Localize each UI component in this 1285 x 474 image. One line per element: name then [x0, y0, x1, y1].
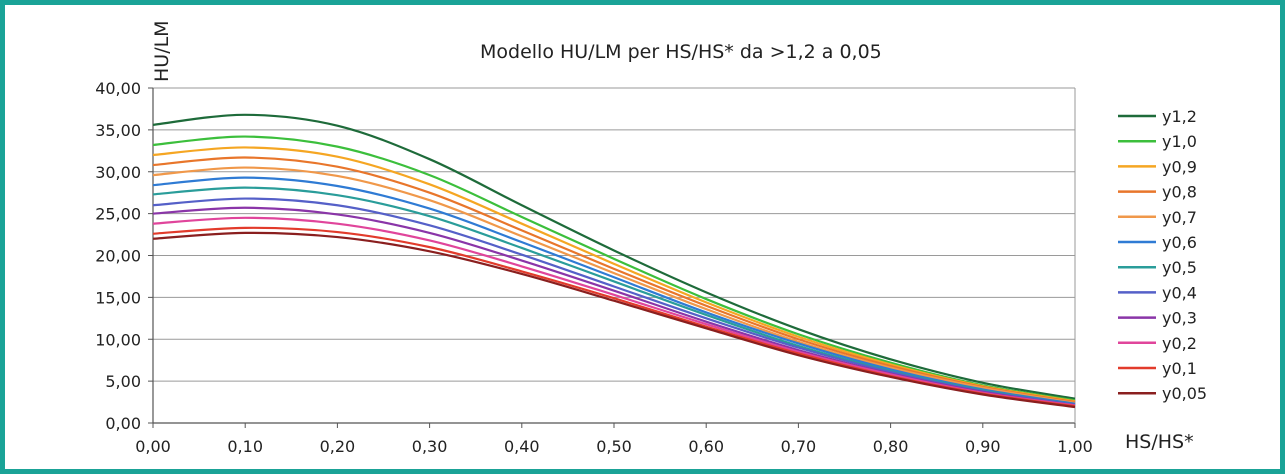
- x-tick-label: 0,50: [596, 437, 632, 456]
- x-tick-label: 0,90: [965, 437, 1001, 456]
- x-axis-label: HS/HS*: [1125, 431, 1194, 453]
- legend-label: y1,2: [1162, 107, 1197, 126]
- x-tick-label: 0,30: [412, 437, 448, 456]
- x-tick-label: 0,70: [781, 437, 817, 456]
- y-tick-label: 15,00: [95, 288, 141, 307]
- x-tick-label: 0,40: [504, 437, 540, 456]
- series-line: [152, 166, 1076, 404]
- legend-label: y0,8: [1162, 183, 1197, 202]
- chart-title: Modello HU/LM per HS/HS* da >1,2 a 0,05: [480, 41, 882, 63]
- x-tick-labels: 0,00 0,10 0,20 0,30 0,40 0,50 0,60 0,70 0,80 0,90…: [135, 437, 1093, 456]
- legend: y1,2 y1,0 y0,9 y0,8 y0,7 y0,6 y0,5 y0,4 y0,3 y0,2…: [1118, 107, 1207, 403]
- series-line: [152, 197, 1076, 406]
- legend-label: y0,3: [1162, 309, 1197, 328]
- x-tick-label: 1,00: [1057, 437, 1093, 456]
- legend-label: y0,5: [1162, 258, 1197, 277]
- x-tick-label: 0,60: [688, 437, 724, 456]
- legend-label: y0,2: [1162, 334, 1197, 353]
- series-line: [152, 113, 1076, 400]
- y-tick-label: 10,00: [95, 330, 141, 349]
- legend-label: y0,9: [1162, 157, 1197, 176]
- y-tick-label: 25,00: [95, 205, 141, 224]
- x-tick-label: 0,00: [135, 437, 171, 456]
- series-line: [152, 135, 1076, 402]
- axes: [148, 87, 1076, 428]
- legend-label: y0,6: [1162, 233, 1197, 252]
- legend-label: y0,7: [1162, 208, 1197, 227]
- legend-label: y0,05: [1162, 384, 1207, 403]
- y-tick-label: 30,00: [95, 163, 141, 182]
- series-line: [152, 156, 1076, 404]
- legend-label: y0,1: [1162, 359, 1197, 378]
- y-tick-label: 0,00: [105, 414, 141, 433]
- y-tick-labels: 0,00 5,00 10,00 15,00 20,00 25,00 30,00 35,00 40…: [95, 79, 141, 433]
- x-tick-label: 0,10: [227, 437, 263, 456]
- y-tick-label: 35,00: [95, 121, 141, 140]
- series-lines: [152, 113, 1076, 409]
- x-tick-label: 0,80: [873, 437, 909, 456]
- legend-label: y1,0: [1162, 132, 1197, 151]
- y-tick-label: 40,00: [95, 79, 141, 98]
- series-line: [152, 231, 1076, 409]
- series-line: [152, 176, 1076, 405]
- legend-label: y0,4: [1162, 283, 1197, 302]
- y-axis-label: HU/LM: [151, 20, 173, 82]
- x-tick-label: 0,20: [320, 437, 356, 456]
- y-tick-label: 5,00: [105, 372, 141, 391]
- y-tick-label: 20,00: [95, 247, 141, 266]
- series-line: [152, 146, 1076, 403]
- series-line: [152, 216, 1076, 407]
